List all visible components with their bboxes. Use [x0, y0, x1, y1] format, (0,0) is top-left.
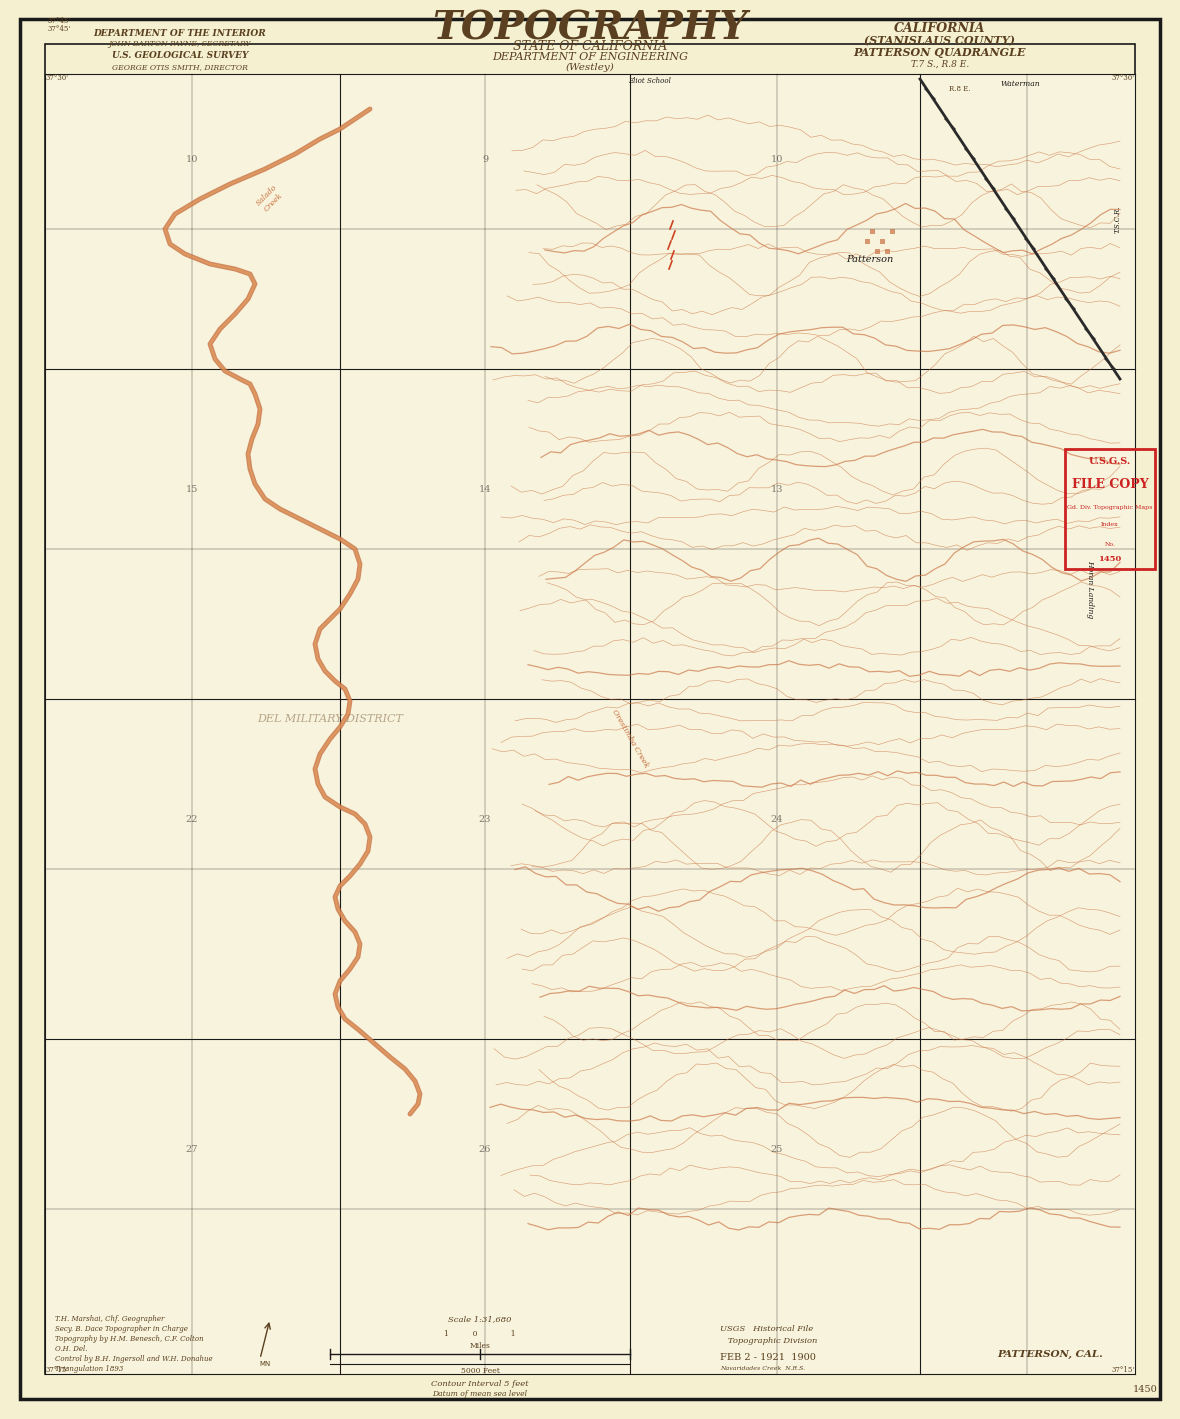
Text: USGS   Historical File: USGS Historical File: [720, 1325, 813, 1332]
Text: Miles: Miles: [470, 1342, 491, 1349]
Bar: [876, 248, 880, 254]
Text: DEPARTMENT OF ENGINEERING: DEPARTMENT OF ENGINEERING: [492, 53, 688, 62]
Text: Horan Landing: Horan Landing: [1086, 561, 1094, 619]
Text: 13: 13: [771, 484, 784, 494]
Text: 37°30': 37°30': [45, 74, 68, 82]
Text: 23: 23: [479, 815, 491, 823]
Bar: [890, 228, 894, 234]
Text: 24: 24: [771, 815, 784, 823]
Text: T.H. Marshai, Chf. Geographer: T.H. Marshai, Chf. Geographer: [55, 1315, 164, 1323]
Text: GEORGE OTIS SMITH, DIRECTOR: GEORGE OTIS SMITH, DIRECTOR: [112, 62, 248, 71]
Text: U.S.G.S.: U.S.G.S.: [1089, 457, 1132, 465]
Bar: [870, 228, 876, 234]
Text: 14: 14: [479, 484, 491, 494]
Text: 26: 26: [479, 1145, 491, 1154]
Text: PATTERSON QUADRANGLE: PATTERSON QUADRANGLE: [854, 47, 1027, 58]
Text: 1450: 1450: [1099, 555, 1122, 563]
Text: 25: 25: [771, 1145, 784, 1154]
Text: 9: 9: [481, 155, 489, 163]
Text: Gd. Div. Topographic Maps: Gd. Div. Topographic Maps: [1067, 505, 1153, 509]
Text: No.: No.: [1104, 542, 1115, 546]
Text: 1450: 1450: [1133, 1385, 1158, 1393]
Text: 37°15': 37°15': [1112, 1366, 1135, 1374]
Text: Control by B.H. Ingersoll and W.H. Donahue: Control by B.H. Ingersoll and W.H. Donah…: [55, 1355, 212, 1364]
Text: Salado
Creek: Salado Creek: [255, 183, 286, 214]
Text: 27: 27: [185, 1145, 198, 1154]
Text: 37°45': 37°45': [48, 26, 71, 33]
Text: Scale 1:31,680: Scale 1:31,680: [448, 1315, 512, 1323]
Text: Datum of mean sea level: Datum of mean sea level: [432, 1391, 527, 1398]
Text: Topography by H.M. Benesch, C.F. Colton: Topography by H.M. Benesch, C.F. Colton: [55, 1335, 204, 1342]
Bar: [880, 238, 885, 244]
Bar: [885, 248, 890, 254]
Text: U.S. GEOLOGICAL SURVEY: U.S. GEOLOGICAL SURVEY: [112, 51, 248, 61]
Text: PATTERSON, CAL.: PATTERSON, CAL.: [997, 1349, 1103, 1358]
Text: JOHN BARTON PAYNE, SECRETARY: JOHN BARTON PAYNE, SECRETARY: [109, 40, 251, 48]
Text: DEPARTMENT OF THE INTERIOR: DEPARTMENT OF THE INTERIOR: [93, 30, 267, 38]
Text: Waterman: Waterman: [1001, 79, 1040, 88]
Text: Contour Interval 5 feet: Contour Interval 5 feet: [431, 1381, 529, 1388]
Text: O.H. Del.: O.H. Del.: [55, 1345, 87, 1352]
Bar: [1066, 448, 1155, 569]
Text: Orestimba Creek: Orestimba Creek: [610, 708, 650, 769]
Text: 22: 22: [185, 815, 198, 823]
Text: TOPOGRAPHY: TOPOGRAPHY: [432, 10, 748, 48]
Text: 37°30': 37°30': [1112, 74, 1135, 82]
Text: CALIFORNIA: CALIFORNIA: [894, 23, 985, 35]
Text: Triangulation 1893: Triangulation 1893: [55, 1365, 124, 1374]
Text: T.7 S., R.8 E.: T.7 S., R.8 E.: [911, 60, 969, 68]
Text: 10: 10: [185, 155, 198, 163]
Text: STATE OF CALIFORNIA: STATE OF CALIFORNIA: [513, 40, 667, 53]
Text: R.8 E.: R.8 E.: [949, 85, 971, 94]
Text: (STANISLAUS COUNTY): (STANISLAUS COUNTY): [865, 35, 1016, 47]
Text: Index: Index: [1101, 522, 1119, 526]
Text: DEL MILITARY DISTRICT: DEL MILITARY DISTRICT: [257, 714, 402, 724]
Text: MN: MN: [260, 1361, 270, 1366]
Text: Navaridades Creek  N.R.S.: Navaridades Creek N.R.S.: [720, 1366, 805, 1372]
Text: 10: 10: [771, 155, 784, 163]
Text: 1          0              1: 1 0 1: [444, 1330, 516, 1338]
Text: 15: 15: [185, 484, 198, 494]
Text: 5000 Feet: 5000 Feet: [460, 1366, 499, 1375]
Bar: [865, 238, 870, 244]
Text: 37°15': 37°15': [45, 1366, 68, 1374]
Text: FEB 2 - 1921  1900: FEB 2 - 1921 1900: [720, 1352, 815, 1361]
Text: Secy. B. Dace Topographer in Charge: Secy. B. Dace Topographer in Charge: [55, 1325, 188, 1332]
Text: (Westley): (Westley): [565, 62, 615, 71]
Text: Patterson: Patterson: [846, 254, 893, 264]
Text: 37°45': 37°45': [48, 17, 71, 26]
Text: Topographic Division: Topographic Division: [720, 1337, 818, 1345]
Text: T.S.C.R.: T.S.C.R.: [1114, 206, 1122, 233]
Text: FILE COPY: FILE COPY: [1071, 478, 1148, 491]
Text: Eliot School: Eliot School: [629, 77, 671, 85]
